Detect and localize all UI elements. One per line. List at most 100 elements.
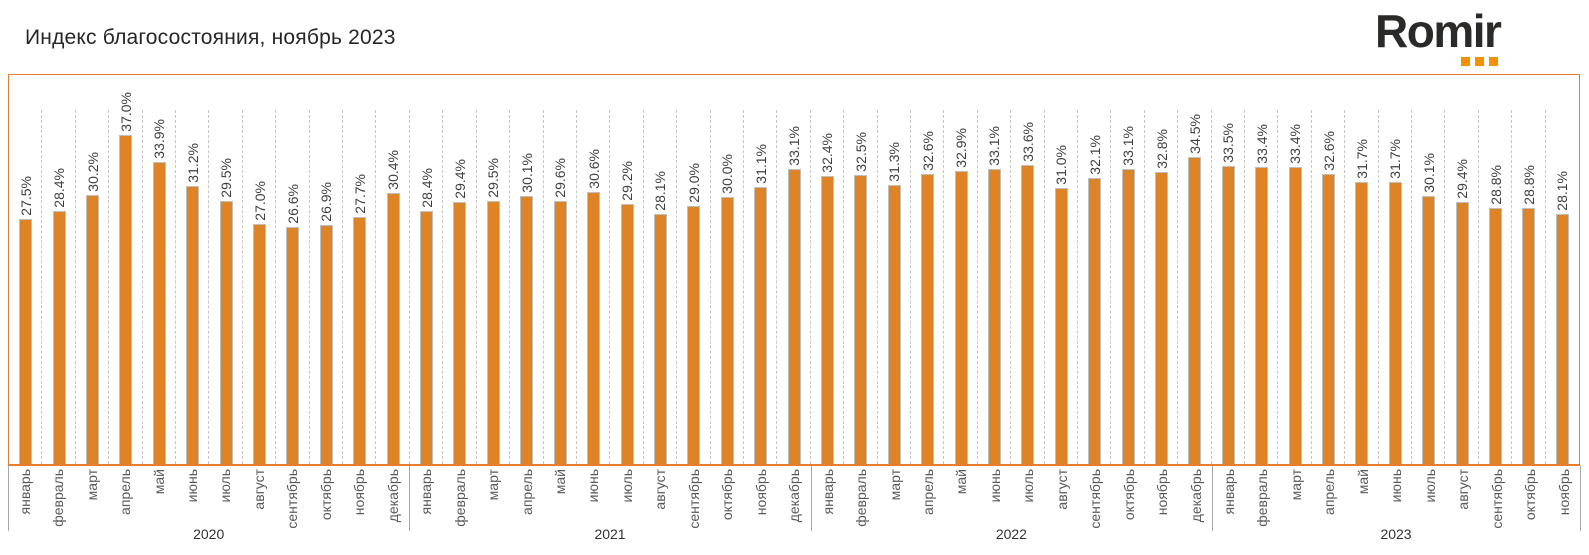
month-label: август	[1455, 469, 1472, 510]
year-label: 2023	[1380, 526, 1412, 542]
month-label-cell: февраль	[844, 466, 877, 534]
bar-slot: 30.6%	[577, 75, 611, 464]
bar-slot: 31.3%	[878, 75, 911, 464]
bar	[1422, 196, 1436, 464]
month-label-cell: январь	[8, 466, 41, 534]
month-label: май	[551, 469, 568, 495]
month-label: май	[953, 469, 970, 495]
bar	[286, 227, 300, 464]
month-label-cell: октябрь	[1513, 466, 1546, 534]
month-label: март	[485, 469, 502, 501]
bar-value-label: 28.1%	[1554, 171, 1571, 211]
bar-slot: 28.1%	[1546, 75, 1579, 464]
bar-value-label: 31.7%	[1387, 139, 1404, 179]
page-title: Индекс благосостояния, ноябрь 2023	[25, 26, 396, 49]
month-label: август	[250, 469, 267, 510]
bar-slot: 27.0%	[243, 75, 277, 464]
bar	[1121, 169, 1135, 464]
bar-slot: 33.4%	[1245, 75, 1279, 464]
bar	[787, 169, 801, 464]
year-separator	[8, 466, 9, 531]
bar-value-label: 30.1%	[1420, 153, 1437, 193]
bar-value-label: 32.4%	[819, 133, 836, 173]
month-label-cell: ноябрь	[343, 466, 376, 534]
month-label: март	[83, 469, 100, 501]
bar-value-label: 33.6%	[1019, 122, 1036, 162]
logo-dot-icon	[1475, 57, 1484, 66]
romir-logo-dots-icon	[1461, 57, 1498, 66]
month-label-cell: июль	[1413, 466, 1446, 534]
month-label-cell: ноябрь	[1547, 466, 1580, 534]
bar	[687, 206, 701, 464]
bar-value-label: 33.1%	[786, 126, 803, 166]
month-label-cell: февраль	[1246, 466, 1279, 534]
month-label-cell: апрель	[108, 466, 141, 534]
bar-value-label: 29.2%	[619, 161, 636, 201]
bar-slot: 29.6%	[544, 75, 577, 464]
bar-slot: 30.4%	[376, 75, 410, 464]
bar-slot: 30.1%	[1412, 75, 1446, 464]
month-label-cell: сентябрь	[677, 466, 710, 534]
month-label-cell: май	[142, 466, 175, 534]
bar-value-label: 33.9%	[151, 119, 168, 159]
month-label-cell: октябрь	[309, 466, 342, 534]
bar	[1221, 166, 1235, 464]
bar-slot: 32.9%	[944, 75, 978, 464]
bar-slot: 28.4%	[410, 75, 444, 464]
month-label-cell: июнь	[978, 466, 1011, 534]
month-label: февраль	[1254, 469, 1271, 527]
bar	[1388, 182, 1402, 464]
month-label: май	[150, 469, 167, 495]
bar-value-label: 34.5%	[1186, 114, 1203, 154]
bar-value-label: 30.0%	[719, 154, 736, 194]
bar-slot: 33.1%	[1111, 75, 1145, 464]
month-label: декабрь	[1187, 469, 1204, 523]
bar-value-label: 29.5%	[485, 158, 502, 198]
month-label-cell: декабрь	[777, 466, 810, 534]
bar-slot: 27.7%	[343, 75, 377, 464]
logo-dot-icon	[1489, 57, 1498, 66]
bar-value-label: 28.4%	[51, 168, 68, 208]
bar-slot: 26.6%	[276, 75, 310, 464]
month-label-cell: март	[75, 466, 108, 534]
bar-value-label: 31.2%	[184, 143, 201, 183]
month-label: июнь	[585, 469, 602, 503]
bar-slot: 32.8%	[1145, 75, 1179, 464]
bar-value-label: 31.1%	[752, 144, 769, 184]
bar	[1555, 214, 1569, 464]
bar-value-label: 32.5%	[852, 132, 869, 172]
month-label-cell: апрель	[911, 466, 944, 534]
bar-slot: 31.2%	[176, 75, 210, 464]
month-label: октябрь	[317, 469, 334, 521]
bar	[152, 162, 166, 464]
bar-value-label: 33.1%	[1120, 126, 1137, 166]
bar	[520, 196, 534, 464]
month-label-cell: август	[1045, 466, 1078, 534]
month-label-cell: июль	[610, 466, 643, 534]
bar-slot: 30.0%	[711, 75, 744, 464]
bar	[253, 224, 267, 464]
month-label-cell: февраль	[41, 466, 74, 534]
month-label-cell: март	[878, 466, 911, 534]
bar-value-label: 30.1%	[518, 153, 535, 193]
month-label-cell: сентябрь	[1480, 466, 1513, 534]
month-label: март	[886, 469, 903, 501]
month-label: ноябрь	[1555, 469, 1572, 516]
bar-value-label: 30.2%	[84, 152, 101, 192]
month-label: февраль	[50, 469, 67, 527]
bar-value-label: 33.4%	[1253, 124, 1270, 164]
month-label-cell: март	[476, 466, 509, 534]
bar	[887, 185, 901, 464]
bar-value-label: 28.1%	[652, 171, 669, 211]
bar	[653, 214, 667, 464]
chart-axis-labels: январь февраль март апрель май июнь июль август…	[8, 466, 1581, 555]
month-label: октябрь	[1120, 469, 1137, 521]
bar-value-label: 29.0%	[685, 163, 702, 203]
bar-value-label: 32.6%	[1320, 131, 1337, 171]
bar-slot: 29.4%	[443, 75, 477, 464]
month-label-cell: июнь	[175, 466, 208, 534]
bar	[19, 219, 33, 464]
bar	[1021, 165, 1035, 464]
bar	[1355, 182, 1369, 464]
bar	[1255, 167, 1269, 464]
